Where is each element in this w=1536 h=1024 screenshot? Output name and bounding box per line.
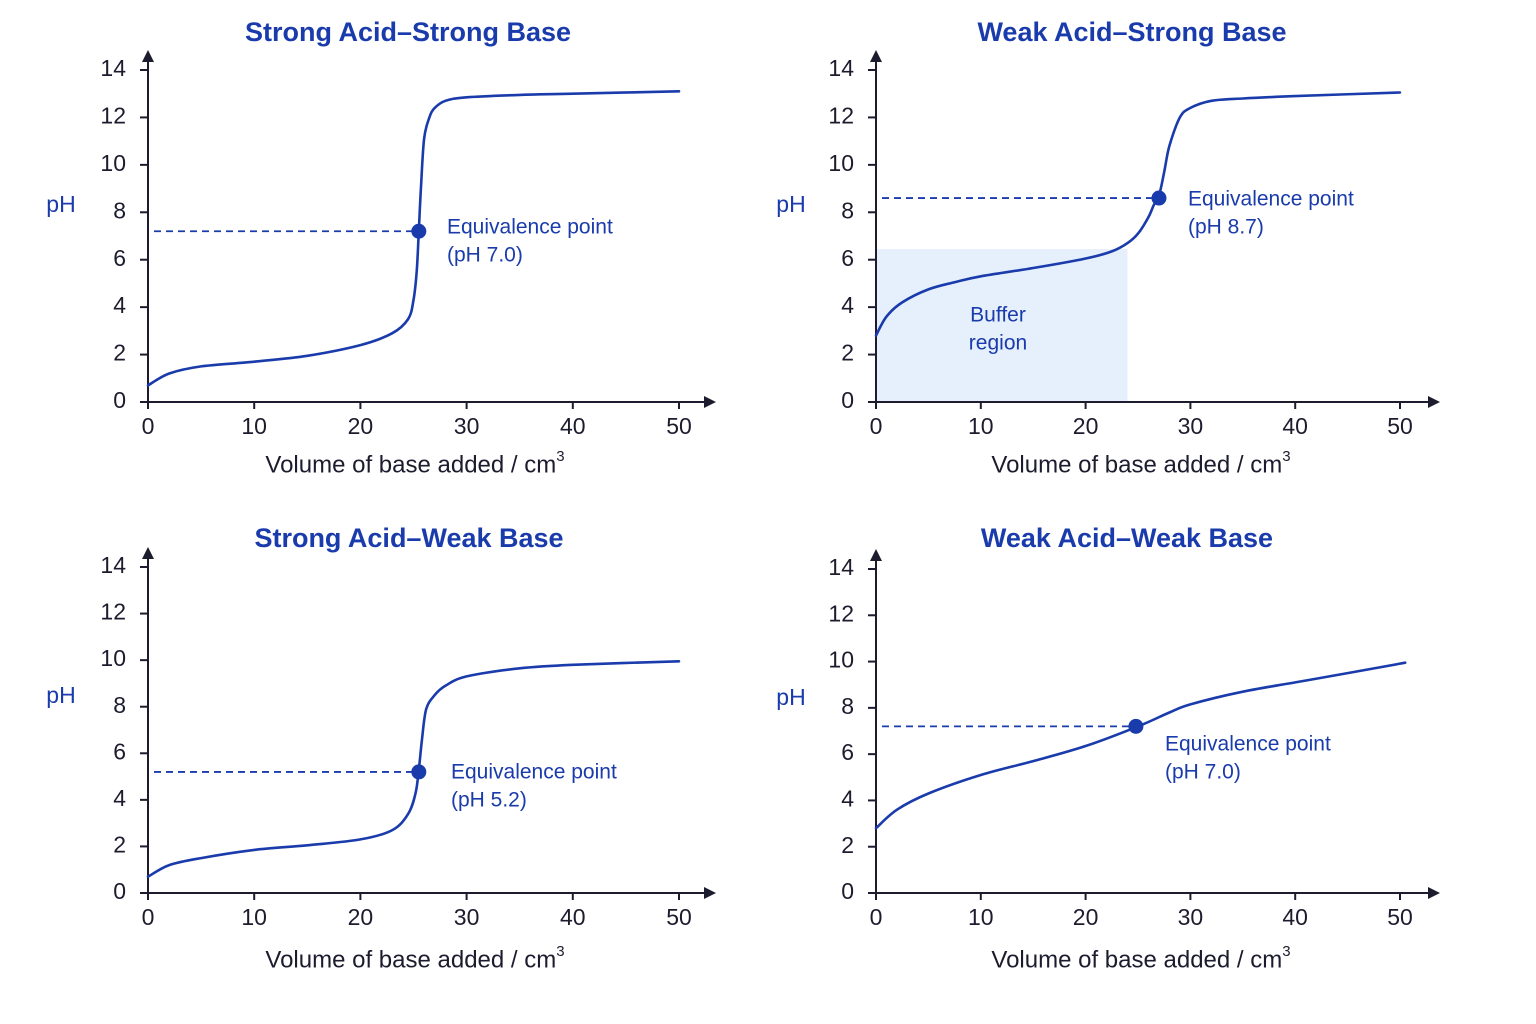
x-tick-label: 50 (1387, 904, 1413, 930)
y-tick-label: 8 (113, 197, 126, 223)
y-tick-label: 12 (828, 103, 854, 129)
x-axis-arrow (704, 887, 716, 899)
y-tick-label: 10 (100, 645, 126, 671)
y-tick-label: 0 (841, 387, 854, 413)
y-axis-arrow (870, 549, 882, 561)
y-tick-label: 6 (841, 739, 854, 765)
y-tick-label: 6 (841, 245, 854, 271)
chart-title: Strong Acid–Strong Base (245, 17, 571, 47)
y-tick-label: 2 (113, 340, 126, 366)
y-tick-label: 8 (841, 693, 854, 719)
x-axis-arrow (1428, 887, 1440, 899)
x-tick-label: 20 (1073, 904, 1099, 930)
x-tick-label: 20 (348, 904, 374, 930)
chart-title: Strong Acid–Weak Base (254, 523, 563, 553)
x-tick-label: 10 (968, 904, 994, 930)
x-tick-label: 0 (142, 413, 155, 439)
y-tick-label: 8 (113, 692, 126, 718)
y-tick-label: 4 (113, 292, 126, 318)
equivalence-point-label: Equivalence point (1165, 733, 1331, 756)
buffer-region-shading (876, 249, 1128, 402)
equivalence-point-label: (pH 7.0) (1165, 761, 1241, 784)
equivalence-point-label: (pH 7.0) (447, 244, 523, 267)
x-tick-label: 30 (454, 904, 480, 930)
y-axis-arrow (870, 50, 882, 62)
y-axis-title: pH (46, 682, 75, 708)
y-tick-label: 0 (113, 878, 126, 904)
x-tick-label: 10 (241, 413, 267, 439)
x-tick-label: 40 (1282, 904, 1308, 930)
buffer-region-label: region (969, 332, 1027, 355)
x-tick-label: 40 (560, 904, 586, 930)
y-tick-label: 4 (841, 786, 854, 812)
y-tick-label: 4 (841, 292, 854, 318)
x-tick-label: 30 (1178, 413, 1204, 439)
y-tick-label: 0 (113, 387, 126, 413)
x-tick-label: 0 (870, 413, 883, 439)
chart-title: Weak Acid–Weak Base (981, 523, 1273, 553)
chart-panel-3: Strong Acid–Weak Base 0 2 4 6 8 10 12 14 0 10 20 30 4… (46, 523, 716, 973)
x-axis-arrow (1428, 396, 1440, 408)
x-tick-label: 30 (454, 413, 480, 439)
equivalence-point-marker (411, 764, 427, 780)
x-tick-label: 0 (142, 904, 155, 930)
chart-title: Weak Acid–Strong Base (977, 17, 1286, 47)
x-tick-label: 20 (348, 413, 374, 439)
y-axis-title: pH (46, 191, 75, 217)
y-axis-arrow (142, 50, 154, 62)
x-tick-label: 10 (241, 904, 267, 930)
y-tick-label: 14 (100, 55, 126, 81)
y-tick-label: 14 (100, 552, 126, 578)
x-tick-label: 50 (1387, 413, 1413, 439)
y-tick-label: 10 (100, 150, 126, 176)
y-tick-label: 8 (841, 197, 854, 223)
equivalence-point-marker (411, 223, 427, 239)
x-tick-label: 10 (968, 413, 994, 439)
x-axis-title: Volume of base added / cm3 (991, 448, 1290, 478)
x-tick-label: 40 (560, 413, 586, 439)
x-tick-label: 30 (1178, 904, 1204, 930)
titration-curve (146, 90, 681, 387)
x-axis-title: Volume of base added / cm3 (265, 943, 564, 973)
y-tick-label: 14 (828, 55, 854, 81)
equivalence-point-marker (1151, 190, 1167, 206)
y-tick-label: 10 (828, 150, 854, 176)
y-tick-label: 6 (113, 245, 126, 271)
y-tick-label: 12 (100, 599, 126, 625)
x-tick-label: 50 (666, 904, 692, 930)
equivalence-point-label: (pH 8.7) (1188, 216, 1264, 239)
equivalence-point-label: Equivalence point (1188, 188, 1354, 211)
x-axis-arrow (704, 396, 716, 408)
x-tick-label: 50 (666, 413, 692, 439)
y-tick-label: 2 (113, 832, 126, 858)
buffer-region-label: Buffer (970, 304, 1026, 327)
y-tick-label: 4 (113, 785, 126, 811)
equivalence-point-label: Equivalence point (451, 761, 617, 784)
chart-panel-4: Weak Acid–Weak Base 0 2 4 6 8 10 12 14 0 10 20 30 40 5… (776, 523, 1440, 973)
x-axis-title: Volume of base added / cm3 (991, 943, 1290, 973)
x-tick-label: 20 (1073, 413, 1099, 439)
equivalence-point-label: (pH 5.2) (451, 789, 527, 812)
y-tick-label: 10 (828, 647, 854, 673)
y-tick-label: 14 (828, 554, 854, 580)
y-tick-label: 6 (113, 738, 126, 764)
titration-curve (874, 91, 1402, 337)
x-tick-label: 40 (1282, 413, 1308, 439)
y-axis-title: pH (776, 684, 805, 710)
x-tick-label: 0 (870, 904, 883, 930)
y-tick-label: 12 (100, 103, 126, 129)
y-tick-label: 2 (841, 340, 854, 366)
y-tick-label: 2 (841, 832, 854, 858)
x-axis-title: Volume of base added / cm3 (265, 448, 564, 478)
y-axis-arrow (142, 547, 154, 559)
equivalence-point-label: Equivalence point (447, 216, 613, 239)
equivalence-point-marker (1128, 718, 1144, 734)
y-axis-title: pH (776, 191, 805, 217)
y-tick-label: 12 (828, 600, 854, 626)
chart-panel-1: Strong Acid–Strong Base 0 2 4 6 8 10 12 14 0 10 20 3… (46, 17, 716, 478)
y-tick-label: 0 (841, 878, 854, 904)
chart-panel-2: Weak Acid–Strong Base 0 2 4 6 8 10 12 14 0 10 20 30 4… (776, 17, 1440, 478)
